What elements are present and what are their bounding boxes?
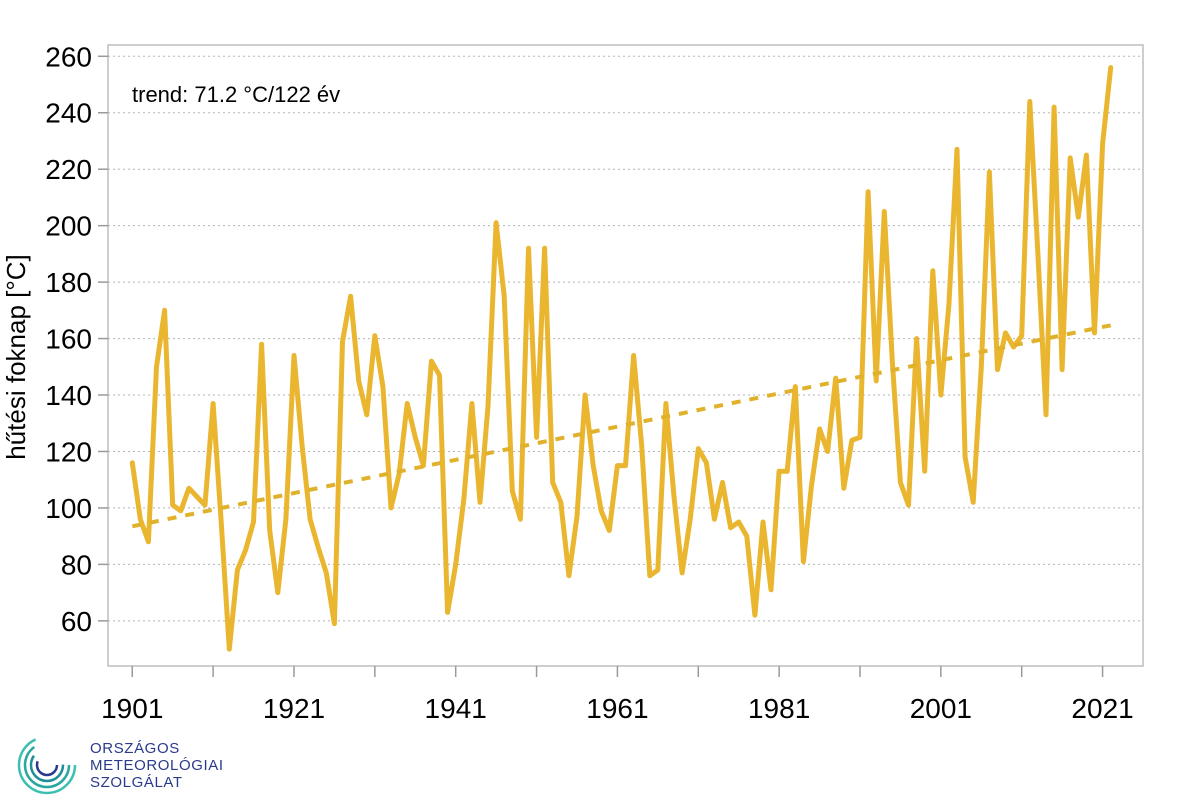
y-tick-label: 260 — [45, 41, 92, 72]
logo-text: ORSZÁGOS METEOROLÓGIAI SZOLGÁLAT — [90, 740, 224, 791]
logo-line-2: METEOROLÓGIAI — [90, 757, 224, 774]
y-axis: 60 80 100 120 140 160 180 200 220 240 260 — [45, 41, 108, 637]
y-tick-label: 80 — [61, 549, 92, 580]
data-series-line — [129, 65, 1114, 652]
x-tick-label: 2001 — [910, 693, 972, 724]
y-axis-title: hűtési foknap [°C] — [1, 254, 31, 460]
x-axis: 1901 1921 1941 1961 1981 2001 2021 — [101, 666, 1134, 724]
x-tick-label: 2021 — [1071, 693, 1133, 724]
y-tick-label: 140 — [45, 380, 92, 411]
x-tick-label: 1961 — [586, 693, 648, 724]
y-tick-label: 120 — [45, 436, 92, 467]
y-tick-label: 240 — [45, 98, 92, 129]
y-tick-label: 100 — [45, 493, 92, 524]
omsz-logo: ORSZÁGOS METEOROLÓGIAI SZOLGÁLAT — [14, 732, 274, 798]
y-tick-label: 180 — [45, 267, 92, 298]
y-tick-label: 160 — [45, 324, 92, 355]
gridlines — [108, 55, 1143, 622]
x-tick-label: 1921 — [263, 693, 325, 724]
y-tick-label: 60 — [61, 606, 92, 637]
series-layer — [129, 65, 1114, 652]
logo-line-3: SZOLGÁLAT — [90, 774, 183, 791]
plot-frame — [107, 44, 1144, 667]
logo-swirl-icon — [17, 735, 77, 795]
trend-line — [131, 323, 1112, 529]
logo-line-1: ORSZÁGOS — [90, 740, 180, 757]
x-tick-label: 1901 — [101, 693, 163, 724]
chart-svg: 60 80 100 120 140 160 180 200 220 240 260 1901 1921… — [1, 41, 1144, 724]
y-tick-label: 200 — [45, 211, 92, 242]
trend-annotation: trend: 71.2 °C/122 év — [132, 82, 340, 107]
x-tick-label: 1941 — [425, 693, 487, 724]
x-tick-label: 1981 — [748, 693, 810, 724]
y-tick-label: 220 — [45, 154, 92, 185]
chart: 60 80 100 120 140 160 180 200 220 240 260 1901 1921… — [1, 41, 1144, 724]
